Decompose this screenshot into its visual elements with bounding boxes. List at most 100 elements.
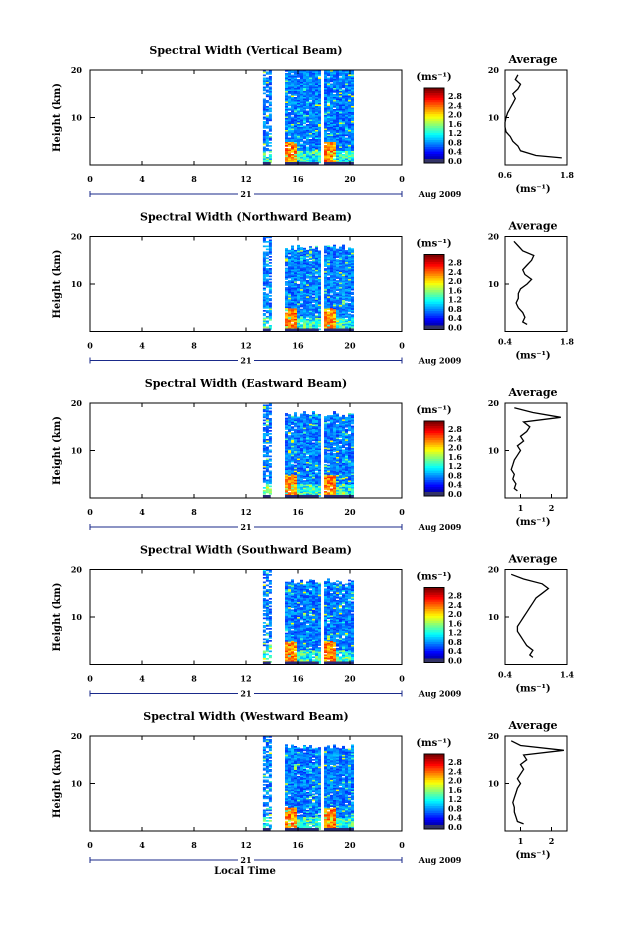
heatmap-cell — [294, 258, 297, 261]
heatmap-cell — [336, 481, 339, 483]
heatmap-cell — [315, 419, 318, 422]
heatmap-cell — [262, 292, 266, 294]
heatmap-cell — [339, 152, 342, 155]
heatmap-cell — [336, 469, 339, 471]
heatmap-cell — [315, 109, 318, 111]
heatmap-cell — [294, 308, 297, 311]
heatmap-cell — [348, 268, 351, 271]
heatmap-cell — [336, 110, 339, 113]
heatmap-cell — [297, 82, 300, 84]
heatmap-cell — [327, 466, 330, 468]
heatmap-cell — [285, 431, 288, 433]
heatmap-cell — [291, 625, 294, 628]
heatmap-cell — [312, 151, 315, 153]
heatmap-cell — [324, 311, 327, 314]
heatmap-cell — [303, 313, 306, 316]
heatmap-cell — [303, 282, 306, 284]
heatmap-cell — [342, 285, 345, 287]
heatmap-cell — [348, 112, 351, 114]
heatmap-cell — [330, 490, 333, 492]
heatmap-cell — [330, 300, 333, 303]
heatmap-cell — [345, 139, 348, 141]
heatmap-cell — [330, 107, 333, 110]
heatmap-cell — [327, 308, 330, 311]
heatmap-cell — [297, 116, 300, 119]
heatmap-cell — [315, 307, 318, 309]
heatmap-cell — [285, 109, 288, 111]
heatmap-cell — [339, 446, 342, 449]
heatmap-cell — [268, 83, 272, 86]
heatmap-cell — [345, 133, 348, 135]
heatmap-cell — [330, 428, 333, 431]
heatmap-cell — [312, 88, 315, 90]
heatmap-cell — [342, 145, 345, 147]
heatmap-cell — [339, 427, 342, 429]
heatmap-cell — [312, 86, 315, 89]
heatmap-cell — [291, 642, 294, 645]
heatmap-cell — [327, 269, 330, 272]
heatmap-cell — [300, 77, 303, 80]
heatmap-cell — [262, 140, 266, 143]
heatmap-cell — [297, 321, 300, 324]
heatmap-cell — [265, 122, 269, 125]
heatmap-cell — [312, 305, 315, 308]
heatmap-cell — [303, 620, 306, 622]
heatmap-cell — [303, 154, 306, 156]
heatmap-cell — [327, 260, 330, 263]
heatmap-cell — [333, 312, 336, 314]
heatmap-cell — [333, 447, 336, 449]
heatmap-cell — [315, 280, 318, 282]
heatmap-cell — [312, 325, 315, 327]
heatmap-cell — [291, 451, 294, 454]
heatmap-cell — [303, 106, 306, 108]
heatmap-cell — [268, 449, 272, 452]
heatmap-cell — [300, 154, 303, 156]
heatmap-cell — [265, 79, 269, 81]
heatmap-cell — [309, 585, 312, 588]
heatmap-cell — [300, 440, 303, 443]
heatmap-cell — [306, 71, 309, 74]
heatmap-cell — [342, 119, 345, 122]
heatmap-cell — [285, 476, 288, 478]
heatmap-cell — [351, 115, 354, 117]
heatmap-cell — [324, 91, 327, 93]
heatmap-cell — [262, 104, 266, 107]
heatmap-cell — [288, 477, 291, 479]
heatmap-cell — [291, 612, 294, 615]
heatmap-cell — [333, 471, 336, 473]
heatmap-cell — [312, 477, 315, 479]
heatmap-cell — [330, 457, 333, 459]
heatmap-cell — [297, 615, 300, 618]
heatmap-cell — [309, 301, 312, 304]
heatmap-cell — [288, 637, 291, 639]
heatmap-cell — [285, 491, 288, 493]
heatmap-cell — [309, 630, 312, 633]
heatmap-cell — [339, 481, 342, 483]
heatmap-cell — [324, 429, 327, 432]
heatmap-cell — [309, 297, 312, 299]
heatmap-cell — [312, 442, 315, 445]
heatmap-cell — [342, 107, 345, 110]
heatmap-cell — [318, 471, 321, 473]
heatmap-cell — [324, 419, 327, 421]
heatmap-cell — [300, 443, 303, 446]
heatmap-cell — [300, 274, 303, 276]
heatmap-cell — [297, 128, 300, 131]
heatmap-cell — [339, 122, 342, 125]
heatmap-cell — [336, 269, 339, 272]
heatmap-cell — [339, 315, 342, 318]
heatmap-cell — [285, 76, 288, 78]
heatmap-cell — [300, 424, 303, 426]
heatmap-cell — [265, 589, 269, 591]
heatmap-cell — [306, 275, 309, 278]
heatmap-cell — [339, 70, 342, 72]
heatmap-cell — [309, 118, 312, 120]
heatmap-cell — [309, 124, 312, 126]
heatmap-cell — [309, 615, 312, 618]
heatmap-cell — [309, 104, 312, 107]
colorbar-band — [424, 106, 444, 110]
heatmap-cell — [327, 454, 330, 456]
heatmap-cell — [333, 116, 336, 119]
heatmap-cell — [333, 146, 336, 149]
heatmap-cell — [297, 473, 300, 476]
